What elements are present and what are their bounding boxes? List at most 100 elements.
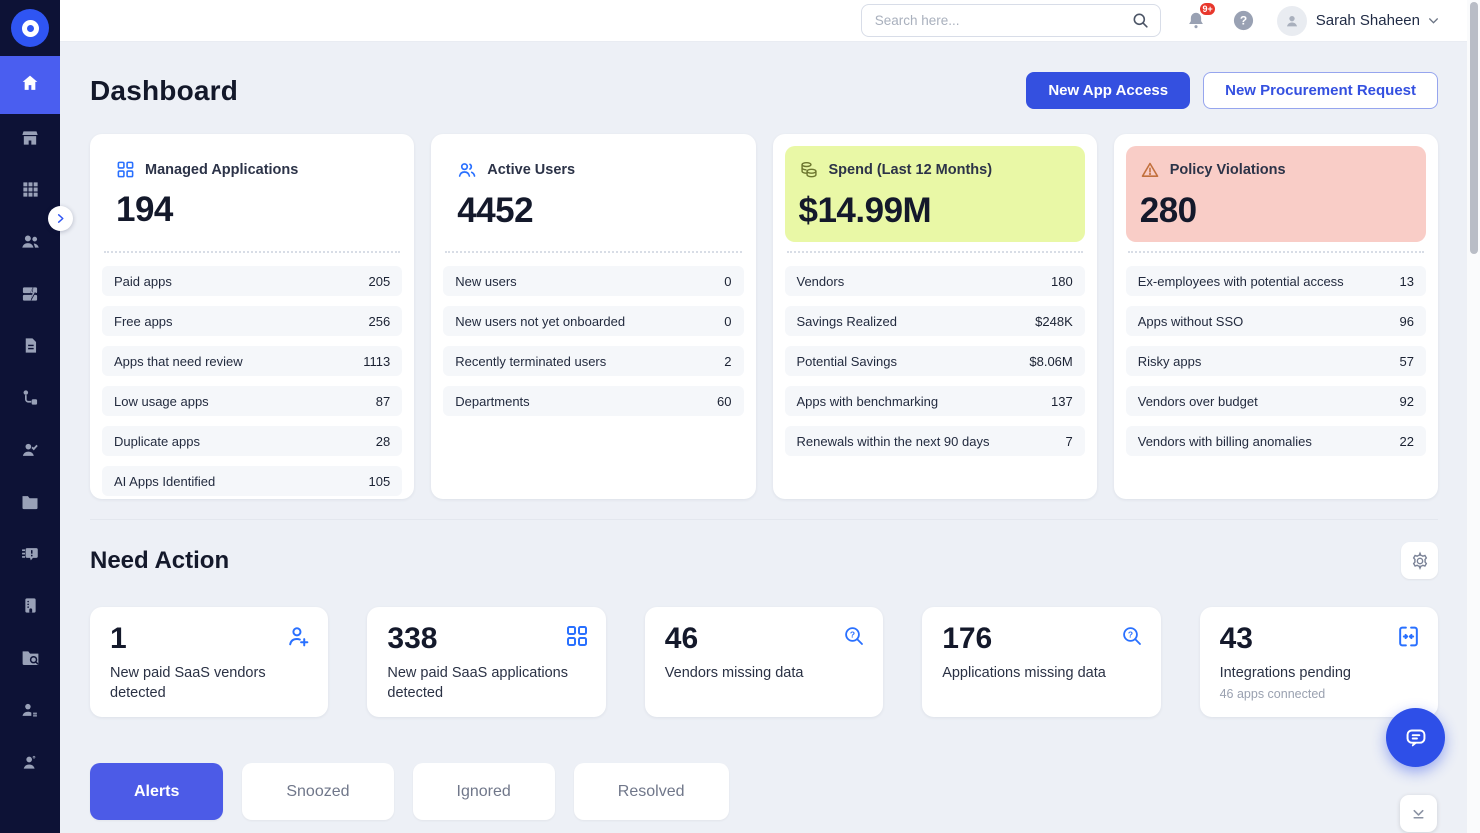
divider [445,251,742,253]
new-app-access-button[interactable]: New App Access [1026,72,1191,109]
sidebar-item-home[interactable] [0,56,60,114]
sidebar-item-files[interactable] [0,478,60,530]
stat-row[interactable]: AI Apps Identified 105 [102,466,403,496]
stat-row[interactable]: Paid apps 205 [102,266,403,296]
server-bolt-icon [20,284,40,309]
folder-icon [20,492,40,517]
action-card-new-applications[interactable]: 338 New paid SaaS applications detected [367,607,606,717]
card-title: Spend (Last 12 Months) [828,162,993,178]
app-logo[interactable] [0,0,60,56]
action-card-new-vendors[interactable]: 1 New paid SaaS vendors detected [90,607,329,717]
need-action-cards: 1 New paid SaaS vendors detected 338 New… [90,607,1438,717]
sidebar-item-applications[interactable] [0,166,60,218]
stat-row[interactable]: Low usage apps 87 [102,386,403,416]
scrollbar-track[interactable] [1467,0,1480,833]
help-icon: ? [1234,10,1254,31]
user-name: Sarah Shaheen [1315,12,1420,29]
stat-row[interactable]: Vendors 180 [784,266,1085,296]
card-title: Active Users [487,162,576,178]
chat-support-button[interactable] [1386,708,1445,767]
need-action-settings-button[interactable] [1401,542,1438,579]
card-value: 280 [1139,191,1197,230]
stat-row[interactable]: Vendors with billing anomalies 22 [1125,426,1426,456]
stat-row[interactable]: Potential Savings $8.06M [784,346,1085,376]
user-menu[interactable]: Sarah Shaheen [1276,5,1440,36]
svg-text:?: ? [1127,630,1132,640]
sidebar-expand-button[interactable] [48,206,73,231]
coins-icon [800,161,817,178]
new-procurement-request-button[interactable]: New Procurement Request [1203,72,1438,109]
need-action-title: Need Action [90,546,230,574]
workflow-icon [20,388,40,413]
user-gear-icon [20,752,40,777]
card-active-users: Active Users 4452 New users 0 New users n… [431,134,756,499]
sidebar-item-audit[interactable] [0,634,60,686]
sidebar-item-licenses[interactable] [0,270,60,322]
need-action-section: Need Action 1 New paid SaaS vendors dete… [90,519,1438,820]
topbar: 9+ ? Sarah Shaheen [60,0,1480,42]
chat-icon [1406,729,1425,746]
stat-row[interactable]: Risky apps 57 [1125,346,1426,376]
main-content: Dashboard New App Access New Procurement… [60,42,1480,833]
grid-icon [117,161,134,178]
chevron-down-bar-icon [1413,809,1424,819]
card-managed-applications: Managed Applications 194 Paid apps 205 Fr… [90,134,415,499]
action-card-vendors-missing-data[interactable]: 46 ? Vendors missing data [644,607,884,717]
stat-row[interactable]: Recently terminated users 2 [443,346,744,376]
stat-row[interactable]: Apps without SSO 96 [1125,306,1426,336]
stat-row[interactable]: New users 0 [443,266,744,296]
search-icon[interactable] [1131,11,1150,30]
stat-row[interactable]: New users not yet onboarded 0 [443,306,744,336]
document-icon [21,336,40,360]
integration-icon [1396,624,1421,654]
stat-row[interactable]: Ex-employees with potential access 13 [1125,266,1426,296]
divider [786,251,1083,253]
help-button[interactable]: ? [1231,8,1257,34]
notification-badge: 9+ [1198,0,1217,17]
card-spend: Spend (Last 12 Months) $14.99M Vendors 18… [772,134,1097,499]
storefront-icon [20,128,40,153]
stat-row[interactable]: Vendors over budget 92 [1125,386,1426,416]
card-value: $14.99M [798,191,932,230]
scroll-to-bottom-button[interactable] [1400,795,1437,832]
sidebar [0,0,60,833]
card-value: 194 [116,190,173,229]
summary-cards: Managed Applications 194 Paid apps 205 Fr… [90,134,1438,499]
stat-row[interactable]: Free apps 256 [102,306,403,336]
search-input[interactable] [874,13,1131,28]
search-question-icon: ? [842,624,866,653]
apps-grid-icon [21,180,40,204]
action-card-applications-missing-data[interactable]: 176 ? Applications missing data [922,607,1161,717]
tab-resolved[interactable]: Resolved [573,763,729,820]
sidebar-item-offboarding[interactable] [0,686,60,738]
sidebar-item-contracts[interactable] [0,322,60,374]
stat-row[interactable]: Departments 60 [443,386,744,416]
stat-row[interactable]: Savings Realized $248K [784,306,1085,336]
sidebar-item-admin[interactable] [0,738,60,790]
stat-row[interactable]: Apps with benchmarking 137 [784,386,1085,416]
sidebar-item-access-reviews[interactable] [0,426,60,478]
sidebar-item-workflows[interactable] [0,374,60,426]
gear-icon [1412,550,1427,570]
chat-alert-icon [20,544,40,569]
tab-alerts[interactable]: Alerts [90,763,224,820]
card-value: 4452 [457,191,534,230]
stat-row[interactable]: Duplicate apps 28 [102,426,403,456]
stat-row[interactable]: Apps that need review 1113 [102,346,403,376]
global-search[interactable] [860,4,1161,37]
sidebar-item-tasks-alerts[interactable] [0,530,60,582]
alert-tabs: Alerts Snoozed Ignored Resolved [90,763,1438,820]
card-title: Policy Violations [1169,162,1286,178]
scrollbar-thumb[interactable] [1469,2,1478,254]
stat-row[interactable]: Renewals within the next 90 days 7 [784,426,1085,456]
tab-snoozed[interactable]: Snoozed [242,763,394,820]
tab-ignored[interactable]: Ignored [412,763,555,820]
sidebar-item-forms[interactable] [0,582,60,634]
sidebar-item-store[interactable] [0,114,60,166]
notifications-button[interactable]: 9+ [1183,0,1217,34]
sidebar-item-users[interactable] [0,218,60,270]
divider [104,251,401,253]
divider [1127,251,1424,253]
action-card-integrations-pending[interactable]: 43 Integrations pending 46 apps connecte… [1199,607,1438,717]
svg-text:?: ? [1240,14,1247,28]
